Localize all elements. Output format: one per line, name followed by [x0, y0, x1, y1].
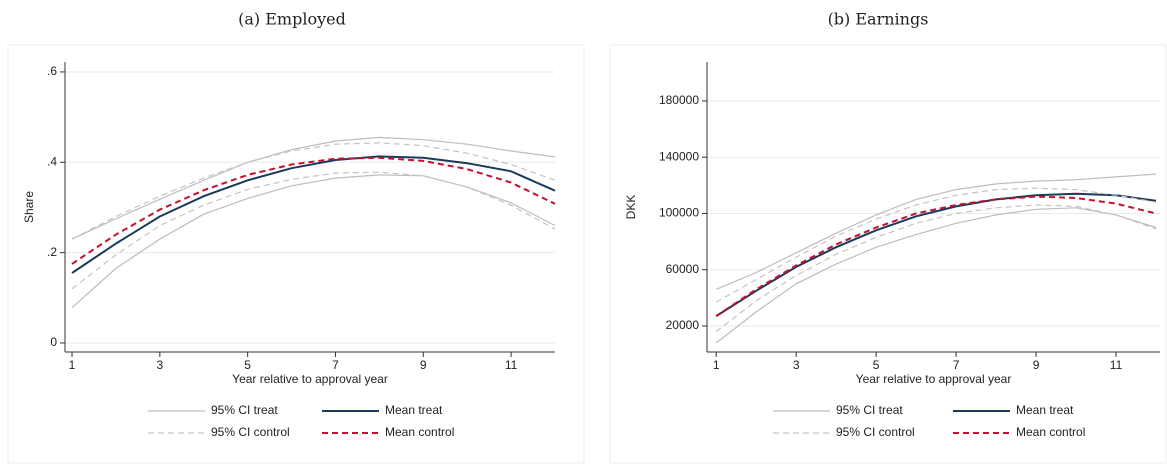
legend-label: Mean control: [385, 425, 454, 439]
chart-title: (b) Earnings: [828, 10, 929, 29]
y-tick-label: 20000: [666, 318, 700, 332]
ci-line: [71, 171, 556, 290]
x-tick-label: 1: [713, 358, 720, 372]
legend-label: 95% CI control: [211, 425, 290, 439]
x-tick-label: 11: [505, 358, 518, 372]
x-tick-label: 5: [244, 358, 251, 372]
x-tick-label: 3: [156, 358, 163, 372]
y-tick-label: 140000: [659, 149, 699, 163]
x-tick-label: 9: [420, 358, 427, 372]
chart-title: (a) Employed: [238, 10, 346, 29]
y-axis-label: DKK: [624, 195, 638, 220]
panel-frame: [609, 44, 1167, 464]
ci-line: [71, 142, 556, 240]
x-tick-label: 5: [873, 358, 880, 372]
x-tick-label: 3: [793, 358, 800, 372]
legend-label: Mean treat: [1016, 403, 1074, 417]
panel-frame: [7, 44, 585, 464]
ci-line: [715, 204, 1157, 333]
ci-line: [71, 136, 556, 240]
y-tick-label: 60000: [666, 262, 700, 276]
mean-line: [715, 192, 1157, 317]
y-tick-label: 100000: [659, 206, 699, 220]
y-axis-label: Share: [22, 191, 36, 223]
x-axis-label: Year relative to approval year: [856, 372, 1012, 386]
x-tick-label: 11: [1110, 358, 1123, 372]
x-tick-label: 7: [953, 358, 960, 372]
ci-line: [715, 187, 1157, 303]
ci-line: [715, 173, 1157, 290]
x-tick-label: 7: [332, 358, 339, 372]
mean-line: [71, 156, 556, 265]
legend-label: 95% CI treat: [836, 403, 903, 417]
legend-label: 95% CI control: [836, 425, 915, 439]
x-tick-label: 1: [69, 358, 76, 372]
legend-label: Mean treat: [385, 403, 443, 417]
y-tick-label: 180000: [659, 93, 699, 107]
mean-line: [71, 155, 556, 274]
ci-line: [715, 207, 1157, 344]
x-tick-label: 9: [1033, 358, 1040, 372]
legend-label: Mean control: [1016, 425, 1085, 439]
y-tick-label: .4: [47, 154, 57, 168]
mean-line: [715, 195, 1157, 317]
x-axis-label: Year relative to approval year: [232, 372, 388, 386]
y-tick-label: 0: [50, 335, 57, 349]
ci-line: [71, 174, 556, 309]
y-tick-label: .2: [47, 245, 57, 259]
legend-label: 95% CI treat: [211, 403, 278, 417]
y-tick-label: .6: [47, 64, 57, 78]
